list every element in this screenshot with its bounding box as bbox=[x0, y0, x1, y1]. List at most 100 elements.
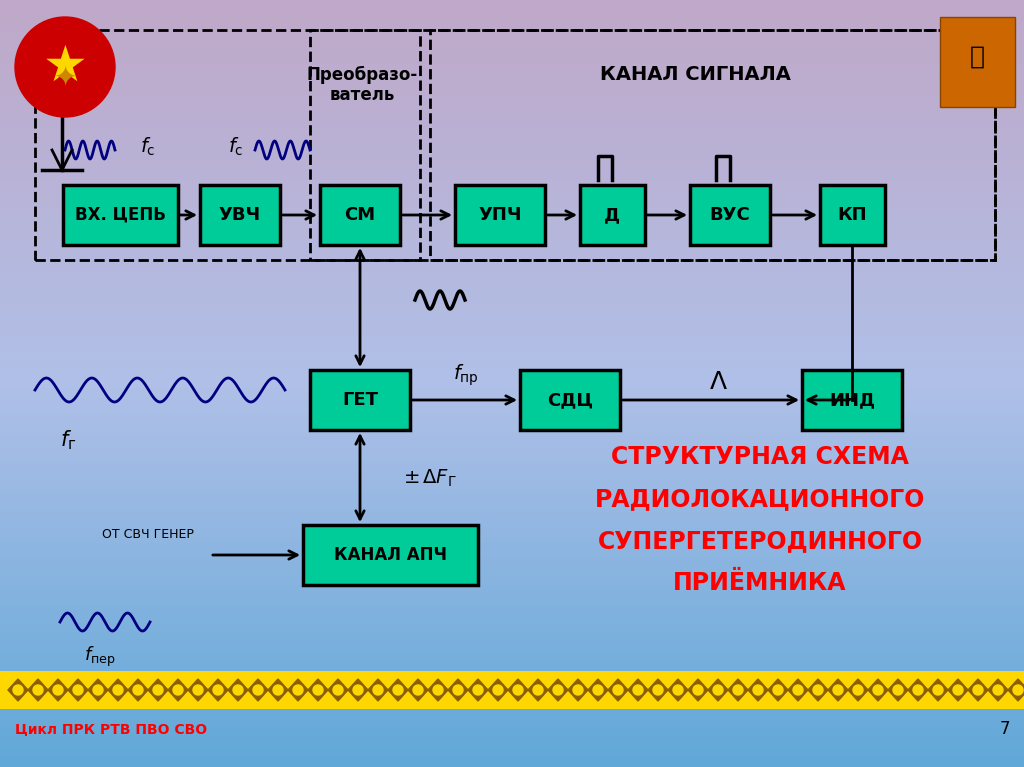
Bar bbox=[0, 446, 1024, 447]
Bar bbox=[0, 75, 1024, 76]
Bar bbox=[0, 390, 1024, 391]
Bar bbox=[0, 364, 1024, 365]
Bar bbox=[0, 308, 1024, 309]
Bar bbox=[0, 542, 1024, 543]
Bar bbox=[0, 436, 1024, 437]
Bar bbox=[0, 667, 1024, 668]
Circle shape bbox=[873, 685, 883, 695]
Bar bbox=[0, 435, 1024, 436]
Bar bbox=[0, 567, 1024, 568]
Bar bbox=[0, 500, 1024, 501]
Bar bbox=[0, 396, 1024, 397]
Circle shape bbox=[633, 685, 643, 695]
Bar bbox=[0, 56, 1024, 57]
Bar bbox=[0, 78, 1024, 79]
Bar bbox=[0, 128, 1024, 129]
Bar bbox=[0, 513, 1024, 514]
Bar bbox=[0, 548, 1024, 549]
Bar bbox=[0, 9, 1024, 10]
Bar bbox=[0, 44, 1024, 45]
Bar bbox=[0, 86, 1024, 87]
Bar bbox=[0, 640, 1024, 641]
Bar bbox=[0, 597, 1024, 598]
Bar bbox=[0, 444, 1024, 445]
Bar bbox=[0, 716, 1024, 717]
Circle shape bbox=[173, 685, 183, 695]
Bar bbox=[0, 329, 1024, 330]
Bar bbox=[0, 574, 1024, 575]
Bar bbox=[0, 323, 1024, 324]
Bar bbox=[0, 129, 1024, 130]
Bar bbox=[0, 313, 1024, 314]
Bar bbox=[0, 609, 1024, 610]
Text: СДЦ: СДЦ bbox=[547, 391, 593, 409]
Bar bbox=[0, 648, 1024, 649]
Polygon shape bbox=[888, 679, 908, 701]
Bar bbox=[0, 157, 1024, 158]
Bar bbox=[0, 636, 1024, 637]
Bar bbox=[0, 183, 1024, 184]
Bar bbox=[0, 611, 1024, 612]
Bar bbox=[0, 212, 1024, 213]
Bar bbox=[0, 423, 1024, 424]
Circle shape bbox=[753, 685, 763, 695]
Bar bbox=[0, 438, 1024, 439]
Bar bbox=[0, 209, 1024, 210]
Bar bbox=[0, 564, 1024, 565]
Bar bbox=[0, 553, 1024, 554]
Bar bbox=[0, 306, 1024, 307]
Bar bbox=[0, 119, 1024, 120]
Bar bbox=[0, 498, 1024, 499]
Bar bbox=[0, 171, 1024, 172]
Text: ✦: ✦ bbox=[53, 63, 77, 91]
Text: ГЕТ: ГЕТ bbox=[342, 391, 378, 409]
Bar bbox=[0, 694, 1024, 695]
Bar bbox=[0, 11, 1024, 12]
Bar bbox=[0, 587, 1024, 588]
Bar bbox=[0, 283, 1024, 284]
Bar bbox=[0, 760, 1024, 761]
Bar bbox=[0, 3, 1024, 4]
Polygon shape bbox=[868, 679, 888, 701]
Text: ИНД: ИНД bbox=[829, 391, 876, 409]
Bar bbox=[0, 22, 1024, 23]
Bar bbox=[0, 507, 1024, 508]
Circle shape bbox=[393, 685, 403, 695]
Circle shape bbox=[33, 685, 43, 695]
Bar bbox=[0, 482, 1024, 483]
Bar bbox=[0, 721, 1024, 722]
Bar bbox=[0, 738, 1024, 739]
Bar bbox=[0, 702, 1024, 703]
Bar bbox=[0, 671, 1024, 709]
Bar bbox=[0, 38, 1024, 39]
Bar bbox=[0, 191, 1024, 192]
Bar bbox=[0, 18, 1024, 19]
Bar bbox=[0, 322, 1024, 323]
Bar bbox=[0, 339, 1024, 340]
Bar bbox=[0, 584, 1024, 585]
Bar bbox=[0, 504, 1024, 505]
Text: Преобразо-: Преобразо- bbox=[306, 66, 418, 84]
Bar bbox=[0, 152, 1024, 153]
Bar bbox=[0, 709, 1024, 710]
Bar bbox=[0, 518, 1024, 519]
Bar bbox=[0, 208, 1024, 209]
Bar bbox=[0, 467, 1024, 468]
Bar bbox=[0, 399, 1024, 400]
Bar bbox=[0, 488, 1024, 489]
Bar bbox=[0, 585, 1024, 586]
Bar bbox=[0, 442, 1024, 443]
Text: СТРУКТУРНАЯ СХЕМА: СТРУКТУРНАЯ СХЕМА bbox=[611, 445, 909, 469]
Bar bbox=[0, 455, 1024, 456]
Bar bbox=[0, 649, 1024, 650]
Bar bbox=[0, 464, 1024, 465]
Bar bbox=[0, 345, 1024, 346]
Bar bbox=[0, 104, 1024, 105]
Polygon shape bbox=[688, 679, 708, 701]
Bar bbox=[0, 357, 1024, 358]
Bar bbox=[0, 5, 1024, 6]
Bar bbox=[0, 765, 1024, 766]
Bar bbox=[0, 189, 1024, 190]
Bar bbox=[0, 160, 1024, 161]
Bar bbox=[0, 514, 1024, 515]
